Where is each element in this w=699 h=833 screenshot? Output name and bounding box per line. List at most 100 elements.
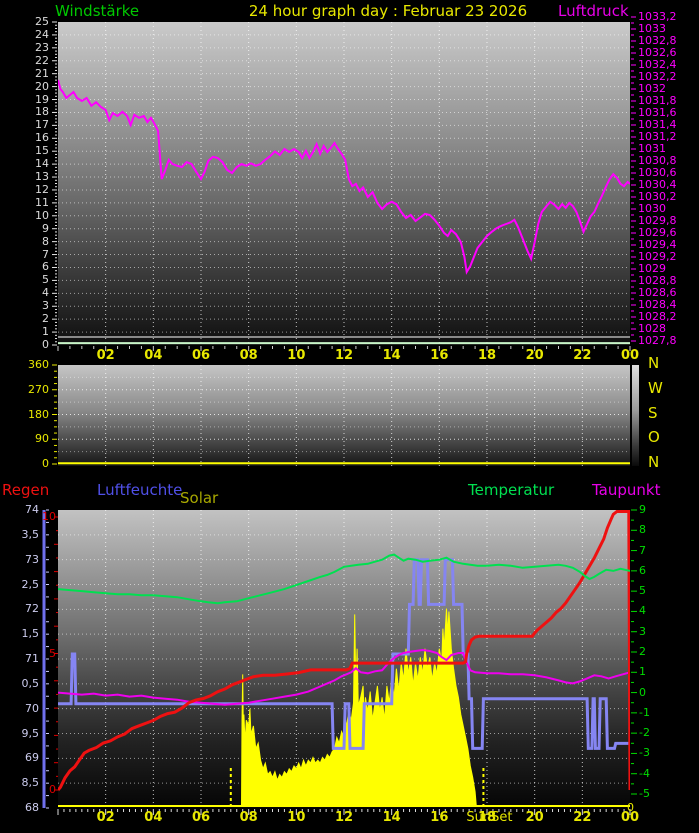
pressure-axis-label: 1032,2 [638,70,677,83]
compass-letter: N [648,453,660,471]
hour-label: 14 [382,348,401,363]
hour-label: 10 [287,348,306,363]
direction-axis-label: 90 [35,432,49,446]
humidity-axis-label: 72 [25,602,39,616]
direction-axis-label: 180 [28,407,49,421]
pressure-axis-label: 1030 [638,202,666,215]
compass-letter: S [648,403,658,422]
pressure-axis-label: 1032 [638,82,666,95]
wind-axis-label: 1 [42,325,49,339]
hour-label: 18 [477,810,497,825]
pressure-axis-label: 1028,2 [638,310,677,323]
series-regen [58,510,630,791]
pressure-axis-label: 1032,8 [638,34,677,47]
hour-label: 20 [525,810,544,825]
dewpoint-legend-label: Taupunkt [592,481,661,499]
humidity-axis-label: 9,5 [21,726,40,740]
rain-axis-label: 5 [49,646,56,660]
hour-label: 22 [573,810,592,825]
compass-letter: W [648,378,663,397]
pressure-axis-label: 1032,4 [638,58,677,71]
temp-axis-label: 1 [639,665,646,679]
direction-axis-label: 270 [28,382,49,396]
wind-direction-chart [58,365,630,466]
humidity-axis-label: 3,5 [21,527,40,541]
rain-legend-label: Regen [2,481,50,499]
humidity-axis-label: 73 [25,552,39,566]
wind-axis-label: 18 [35,105,49,119]
wind-axis-label: 10 [35,208,49,222]
pressure-axis-label: 1027,8 [638,334,677,347]
hour-label: 02 [96,348,115,363]
rain-humidity-solar-chart [58,510,630,808]
pressure-axis-label: 1030,2 [638,190,677,203]
wind-axis-label: 7 [42,247,49,261]
wind-axis-label: 25 [35,15,49,28]
humidity-axis-label: 69 [25,751,39,765]
hour-label: 06 [191,348,211,363]
pressure-axis-label: 1029,8 [638,214,677,227]
pressure-axis-label: 1028,8 [638,274,677,287]
pressure-axis-label: 1030,4 [638,178,677,191]
rain-axis-label: 0 [49,783,56,796]
wind-axis-label: 17 [35,118,49,132]
series-luftfeuchte [58,558,630,750]
hour-label: 18 [477,348,497,363]
chart-canvas-rain-humidity-solar-temp-dewpoint [58,510,630,808]
hour-label: 08 [239,348,258,363]
hour-label: 16 [430,810,449,825]
wind-axis-label: 16 [35,131,49,145]
hour-label: 08 [239,810,258,825]
wind-axis-label: 19 [35,92,49,106]
sunset-label: SunSet [466,810,513,825]
pressure-axis-label: 1028,6 [638,286,677,299]
wind-axis-label: 6 [42,260,49,274]
wind-axis-label: 3 [42,299,49,313]
temp-axis-label: -4 [639,766,650,780]
pressure-axis-label: 1033,2 [638,10,677,23]
wind-axis-label: 0 [42,338,49,351]
wind-axis-label: 9 [42,221,49,235]
pressure-axis-label: 1031 [638,142,666,155]
pressure-axis-label: 1031,2 [638,130,677,143]
series-luftdruck [58,79,630,275]
compass-letter: N [648,354,660,372]
hour-label: 04 [144,348,163,363]
wind-axis-label: 24 [35,27,49,41]
pressure-axis-label: 1031,8 [638,94,677,107]
pressure-title: Luftdruck [558,2,629,20]
hour-label: 06 [191,810,211,825]
temp-axis-label: -2 [639,726,650,740]
wind-axis-label: 23 [35,40,49,54]
temp-axis-label: 6 [639,563,646,577]
wind-axis-label: 5 [42,273,49,287]
solar-axis-zero-label: 0 [627,801,634,814]
temp-axis-label: 8 [639,523,646,537]
humidity-axis-label: 74 [25,503,39,516]
wind-axis-label: 14 [35,157,49,171]
humidity-legend-label: Luftfeuchte [97,481,183,499]
wind-pressure-chart [58,22,630,345]
hour-label: 12 [334,810,354,825]
wind-axis-label: 12 [35,182,49,196]
pressure-axis-label: 1029,2 [638,250,677,263]
wind-strength-title: Windstärke [55,2,140,20]
pressure-axis-label: 1031,6 [638,106,677,119]
temp-axis-label: -1 [639,705,650,719]
direction-axis-label: 360 [28,358,49,371]
humidity-axis-label: 68 [25,801,39,814]
wind-direction-gradient-bar [632,365,639,466]
hour-label: 16 [430,348,449,363]
humidity-axis-label: 2,5 [21,577,40,591]
temp-axis-label: 2 [639,645,646,658]
temp-axis-label: 7 [639,543,646,557]
hour-label: 04 [144,810,163,825]
pressure-axis-label: 1030,8 [638,154,677,167]
temp-axis-label: 9 [639,503,646,516]
wind-axis-label: 8 [42,234,49,248]
humidity-axis-label: 0,5 [21,676,40,690]
temp-axis-label: -5 [639,787,650,800]
humidity-axis-label: 1,5 [21,627,40,641]
wind-axis-label: 22 [35,53,49,67]
